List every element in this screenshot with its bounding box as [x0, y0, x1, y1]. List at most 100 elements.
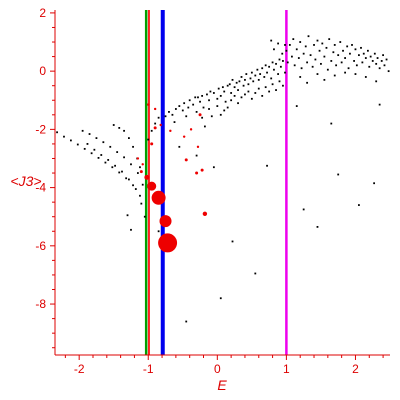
data-point: [212, 166, 215, 169]
data-point: [378, 67, 381, 70]
data-point: [174, 108, 177, 110]
data-point: [185, 320, 188, 323]
data-point: [90, 152, 93, 155]
data-point: [378, 103, 381, 106]
data-point: [244, 78, 246, 81]
data-point: [157, 230, 160, 233]
data-point: [337, 173, 340, 176]
data-point: [307, 35, 310, 38]
data-point: [143, 215, 146, 218]
data-point: [335, 64, 338, 67]
data-point: [354, 73, 357, 75]
data-point: [114, 164, 116, 167]
data-point: [219, 297, 222, 300]
data-point: [278, 58, 281, 61]
data-point: [295, 105, 298, 107]
data-point: [257, 87, 260, 90]
data-point: [302, 208, 305, 211]
data-point: [147, 138, 150, 141]
highlight-point: [153, 107, 157, 111]
data-point: [242, 84, 245, 87]
data-point: [192, 103, 195, 106]
data-point: [271, 61, 274, 64]
data-point: [266, 71, 268, 74]
data-point: [247, 90, 250, 93]
data-point: [237, 102, 239, 105]
data-point: [358, 204, 360, 206]
data-point: [295, 48, 298, 51]
data-point: [354, 48, 357, 51]
data-point: [231, 240, 234, 243]
data-point: [261, 94, 264, 97]
data-point: [284, 44, 286, 46]
data-point: [76, 143, 79, 146]
data-point: [235, 81, 238, 84]
data-point: [344, 71, 347, 74]
data-point: [233, 86, 236, 89]
data-point: [261, 67, 264, 70]
data-point: [316, 73, 319, 75]
data-point: [139, 166, 141, 169]
data-point: [300, 67, 303, 70]
data-point: [223, 90, 226, 93]
data-point: [383, 64, 386, 67]
data-point: [252, 80, 255, 83]
data-point: [141, 183, 144, 186]
data-point: [375, 80, 378, 83]
x-tick-label: -2: [74, 362, 85, 376]
data-point: [277, 73, 280, 75]
highlight-point: [200, 168, 204, 172]
data-point: [219, 113, 222, 116]
data-point: [309, 54, 312, 57]
data-point: [128, 137, 130, 140]
data-point: [266, 164, 268, 167]
data-point: [344, 57, 347, 59]
data-point: [286, 61, 289, 64]
data-point: [134, 188, 137, 190]
highlight-point: [158, 233, 178, 253]
data-point: [86, 143, 89, 145]
highlight-point: [141, 163, 144, 166]
data-point: [376, 57, 379, 59]
data-point: [188, 99, 191, 102]
data-point: [311, 65, 314, 68]
data-point: [250, 71, 253, 74]
data-point: [279, 65, 282, 68]
data-point: [171, 113, 174, 116]
data-point: [271, 83, 274, 86]
data-point: [270, 77, 273, 80]
data-point: [371, 60, 374, 62]
data-point: [154, 122, 157, 125]
data-point: [366, 49, 369, 52]
x-tick-label: 0: [214, 362, 221, 376]
data-point: [340, 61, 343, 64]
data-point: [342, 49, 344, 52]
data-point: [259, 73, 262, 75]
data-point: [306, 81, 309, 84]
data-point: [93, 148, 96, 151]
highlight-point: [198, 113, 202, 117]
data-point: [244, 93, 246, 96]
data-point: [178, 145, 181, 148]
data-point: [202, 106, 205, 109]
data-point: [168, 110, 170, 113]
data-point: [157, 116, 160, 119]
highlight-point: [147, 181, 157, 191]
data-point: [209, 90, 212, 93]
data-point: [263, 76, 266, 78]
data-point: [254, 272, 257, 275]
highlight-point: [169, 129, 172, 133]
data-point: [349, 52, 351, 55]
data-point: [112, 124, 115, 126]
data-point: [281, 52, 284, 55]
data-point: [277, 42, 280, 45]
data-point: [194, 96, 197, 99]
y-tick-label: -8: [35, 297, 46, 311]
data-point: [347, 67, 350, 70]
data-point: [375, 62, 378, 65]
data-point: [104, 161, 107, 164]
data-point: [181, 109, 184, 112]
data-point: [360, 46, 362, 49]
data-point: [256, 68, 259, 71]
